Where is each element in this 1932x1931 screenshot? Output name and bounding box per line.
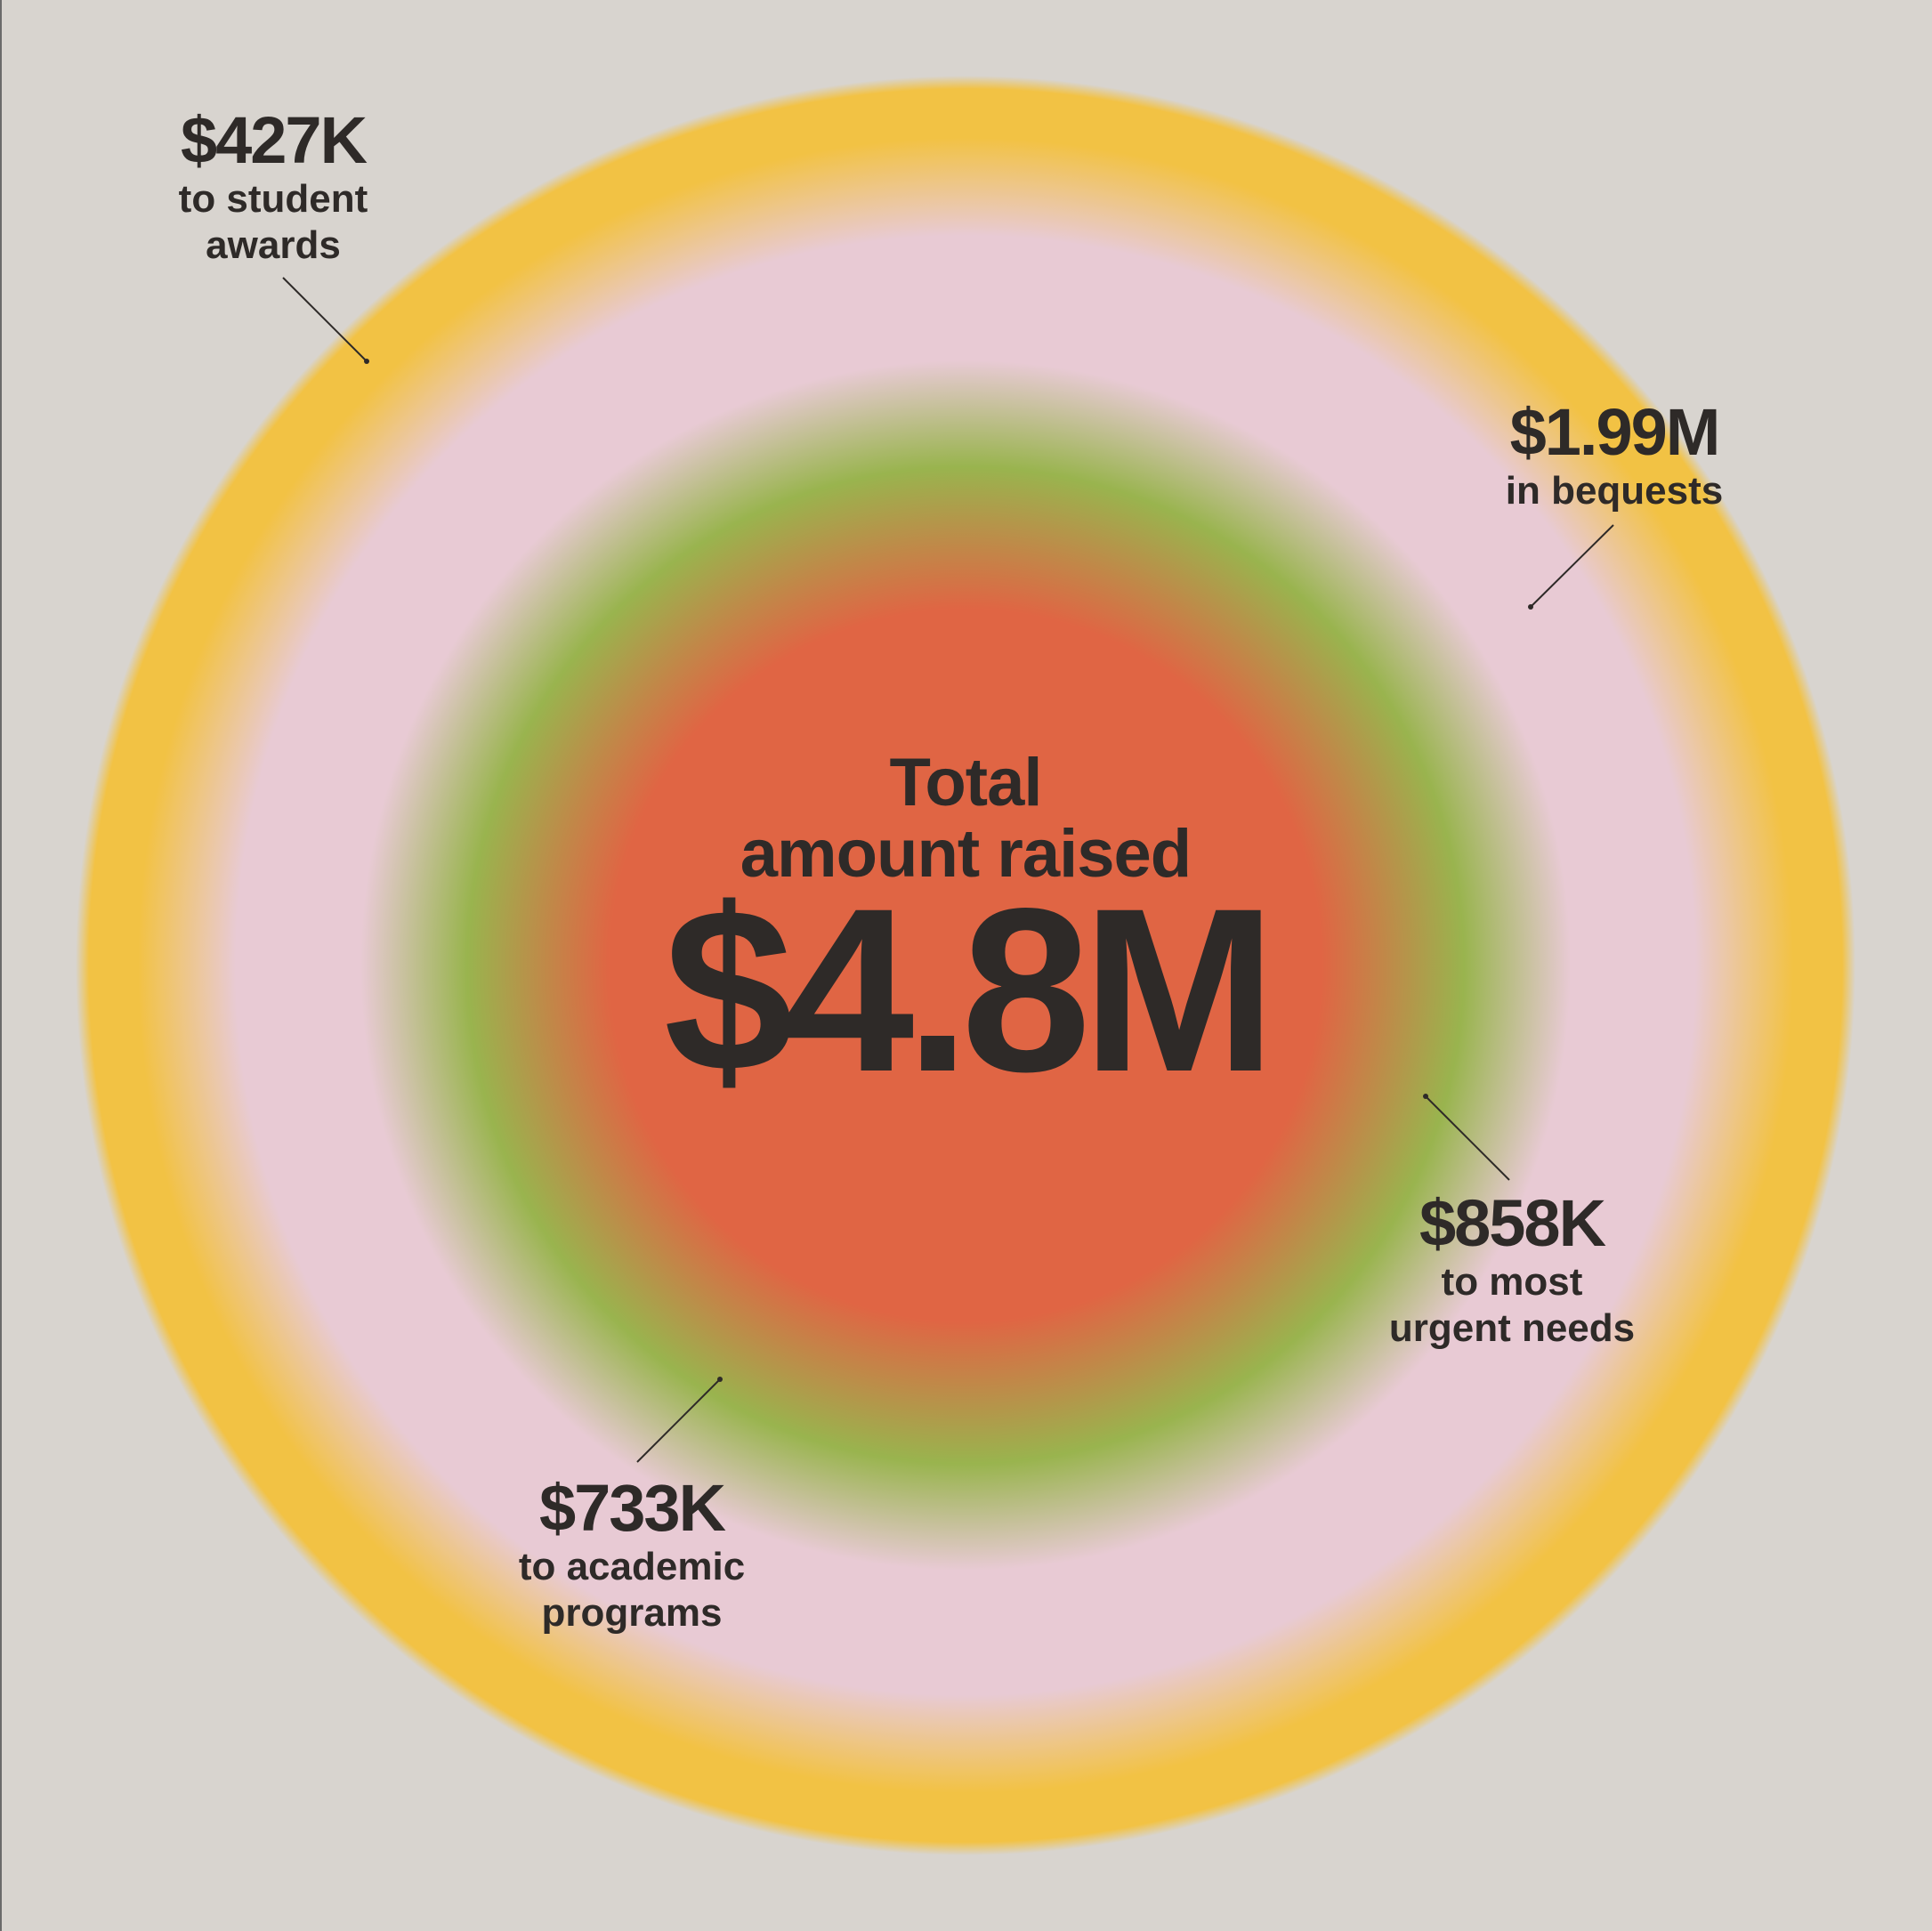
callout-amount: $1.99M: [1509, 395, 1721, 469]
callout-amount: $427K: [180, 103, 368, 177]
callout-amount: $733K: [538, 1471, 726, 1545]
leader-dot-bequests: [1528, 604, 1533, 610]
total-title-line2: amount raised: [740, 816, 1192, 892]
leader-dot-student-awards: [364, 359, 369, 364]
callout-description-line1: to most: [1441, 1260, 1583, 1304]
leader-dot-academic-programs: [717, 1377, 723, 1382]
callout-description-line1: to student: [178, 177, 368, 221]
callout-urgent-needs: $858K to most urgent needs: [1325, 1188, 1699, 1352]
total-amount: $4.8M: [663, 860, 1276, 1120]
callout-description-line1: in bequests: [1505, 469, 1724, 513]
total-title-line1: Total: [889, 745, 1043, 820]
leader-line-urgent-needs: [1425, 1095, 1510, 1181]
callout-description-line2: programs: [541, 1591, 723, 1635]
callout-description-line2: awards: [206, 223, 341, 267]
leader-line-student-awards: [282, 277, 368, 362]
leader-line-academic-programs: [636, 1378, 721, 1463]
leader-line-bequests: [1530, 524, 1614, 608]
callout-student-awards: $427K to student awards: [86, 105, 460, 269]
leader-dot-urgent-needs: [1423, 1094, 1428, 1099]
callout-description-line1: to academic: [518, 1545, 746, 1588]
callout-academic-programs: $733K to academic programs: [445, 1473, 819, 1636]
gradient-circle: [76, 76, 1855, 1855]
callout-description-line2: urgent needs: [1388, 1306, 1636, 1350]
callout-bequests: $1.99M in bequests: [1427, 397, 1801, 514]
callout-amount: $858K: [1419, 1186, 1606, 1260]
left-edge-rule: [0, 0, 2, 1931]
